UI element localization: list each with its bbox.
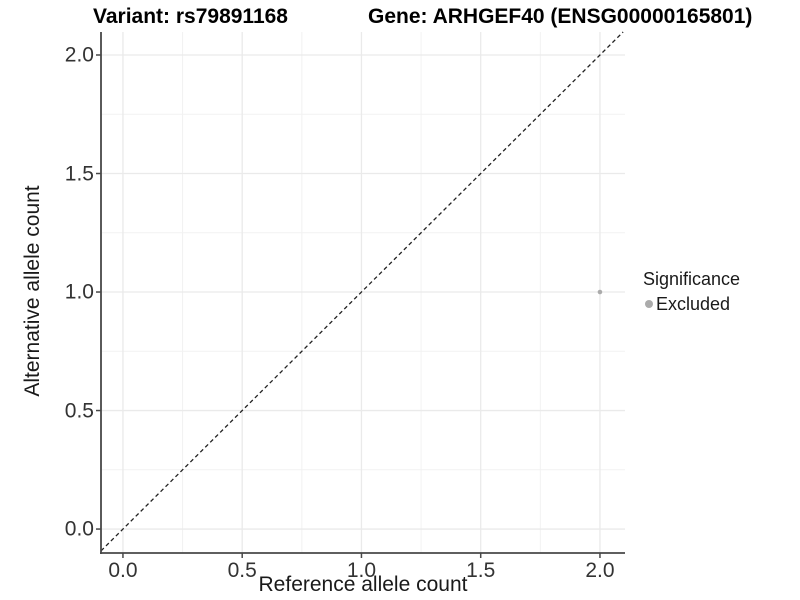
y-tick-label: 0.5	[64, 399, 94, 423]
x-tick-label: 1.5	[466, 559, 496, 582]
x-tick-label: 1.0	[346, 559, 377, 582]
x-tick-label: 0.5	[227, 559, 257, 582]
legend: Significance Excluded	[641, 269, 740, 315]
x-axis-label: Reference allele count	[258, 573, 468, 596]
circle-marker-icon	[644, 300, 653, 309]
y-tick-label: 2.0	[64, 43, 94, 67]
legend-key-dot-icon	[641, 297, 656, 312]
identity-reference-line	[100, 31, 624, 552]
y-tick-label: 0.0	[64, 517, 94, 541]
legend-entry-label: Excluded	[656, 293, 731, 314]
data-point	[597, 289, 603, 295]
y-axis-label: Alternative allele count	[21, 185, 44, 397]
plot-title-gene: Gene: ARHGEF40 (ENSG00000165801)	[368, 5, 753, 28]
legend-entry: Excluded	[641, 294, 740, 315]
x-tick-label: 0.0	[108, 559, 138, 582]
y-tick-label: 1.0	[64, 280, 94, 304]
x-tick-label: 2.0	[585, 559, 615, 582]
legend-entries: Excluded	[641, 294, 740, 315]
legend-title: Significance	[643, 269, 741, 289]
plot-title-variant: Variant: rs79891168	[93, 5, 288, 28]
y-tick-label: 1.5	[64, 162, 94, 185]
